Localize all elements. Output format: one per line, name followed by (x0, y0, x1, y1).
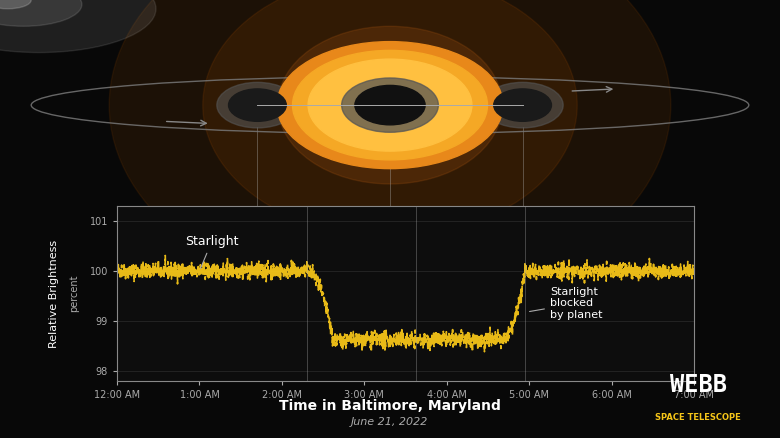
Text: June 21, 2022: June 21, 2022 (351, 417, 429, 427)
Circle shape (277, 42, 503, 169)
Text: Starlight: Starlight (185, 235, 239, 268)
Circle shape (217, 82, 298, 128)
Text: percent: percent (69, 275, 79, 312)
Ellipse shape (0, 0, 31, 9)
Text: WEBB: WEBB (669, 373, 727, 397)
Ellipse shape (278, 26, 502, 184)
Circle shape (494, 89, 551, 121)
Circle shape (292, 50, 488, 160)
Circle shape (342, 78, 438, 132)
Circle shape (229, 89, 286, 121)
Ellipse shape (0, 0, 156, 53)
Circle shape (355, 85, 425, 125)
Ellipse shape (0, 0, 82, 26)
Ellipse shape (328, 61, 452, 149)
Circle shape (308, 59, 472, 151)
Ellipse shape (203, 0, 577, 237)
Circle shape (482, 82, 563, 128)
Text: Starlight
blocked
by planet: Starlight blocked by planet (530, 287, 602, 320)
Text: SPACE TELESCOPE: SPACE TELESCOPE (655, 413, 741, 423)
Text: Relative Brightness: Relative Brightness (48, 240, 58, 347)
Text: Time in Baltimore, Maryland: Time in Baltimore, Maryland (279, 399, 501, 413)
Ellipse shape (109, 0, 671, 302)
